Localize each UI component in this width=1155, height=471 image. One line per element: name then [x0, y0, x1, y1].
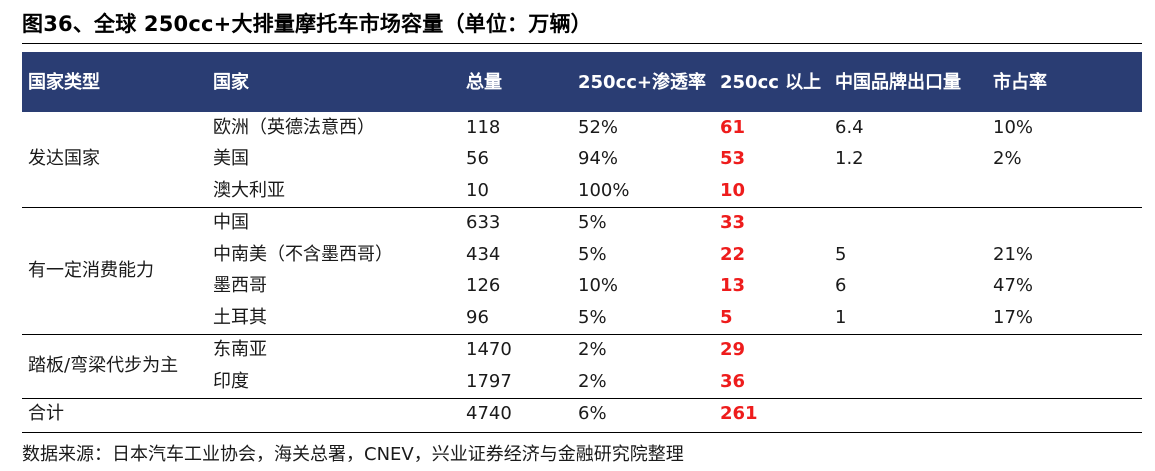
share-cell — [987, 206, 1142, 239]
total-cell: 118 — [466, 116, 501, 138]
share-cell — [987, 175, 1142, 207]
country-cell: 欧洲（英德法意西） — [213, 116, 375, 138]
china-export-cell: 1.2 — [835, 148, 864, 170]
table-row: 中南美（不含墨西哥） 434 5% 22 5 21% — [22, 239, 1142, 271]
table-row: 土耳其 96 5% 5 1 17% — [22, 302, 1142, 334]
over250-cell: 13 — [720, 275, 746, 297]
group-type-cell: 有一定消费能力 — [22, 206, 207, 334]
over250-cell: 36 — [720, 370, 746, 392]
penetration-cell: 2% — [578, 370, 607, 392]
china-export-cell — [829, 206, 987, 239]
china-export-cell: 5 — [835, 243, 847, 265]
penetration-cell: 10% — [578, 275, 619, 297]
group-type-cell: 踏板/弯梁代步为主 — [22, 333, 207, 398]
over250-cell: 33 — [714, 206, 829, 239]
share-cell — [987, 397, 1142, 430]
country-cell: 土耳其 — [213, 306, 267, 328]
over250-cell: 22 — [720, 243, 746, 265]
total-cell: 96 — [466, 306, 489, 328]
country-cell: 中南美（不含墨西哥） — [213, 243, 393, 265]
top-rule — [22, 43, 1142, 44]
figure-title: 图36、全球 250cc+大排量摩托车市场容量（单位：万辆） — [22, 12, 592, 36]
share-cell — [987, 333, 1142, 366]
bottom-rule — [22, 432, 1142, 433]
penetration-cell: 5% — [578, 306, 607, 328]
group-type-cell: 发达国家 — [28, 148, 100, 170]
penetration-cell: 100% — [578, 179, 630, 201]
over250-cell: 10 — [720, 179, 746, 201]
table-row: 发达国家 欧洲（英德法意西） 118 52% 61 6.4 10% — [22, 112, 1142, 168]
market-table: 国家类型 国家 总量 250cc+渗透率 250cc 以上 中国品牌出口量 市占… — [22, 52, 1142, 430]
share-cell: 10% — [993, 116, 1034, 138]
table-row: 墨西哥 126 10% 13 6 47% — [22, 271, 1142, 303]
over250-cell: 61 — [720, 116, 746, 138]
country-cell: 东南亚 — [207, 333, 460, 366]
share-cell: 47% — [993, 275, 1034, 297]
share-cell: 2% — [993, 148, 1022, 170]
china-export-cell — [829, 397, 987, 430]
header-cell: 250cc+渗透率 — [578, 71, 706, 93]
country-cell — [207, 397, 460, 430]
country-cell: 美国 — [213, 148, 249, 170]
china-export-cell: 6.4 — [835, 116, 864, 138]
total-cell: 633 — [460, 206, 572, 239]
china-export-cell — [829, 366, 987, 398]
penetration-cell: 6% — [572, 397, 714, 430]
over250-cell: 261 — [714, 397, 829, 430]
total-cell: 1470 — [460, 333, 572, 366]
header-cell: 总量 — [466, 71, 502, 93]
share-cell — [987, 366, 1142, 398]
header-row: 国家类型 国家 总量 250cc+渗透率 250cc 以上 中国品牌出口量 市占… — [22, 52, 1142, 112]
share-cell: 21% — [993, 243, 1034, 265]
penetration-cell: 2% — [572, 333, 714, 366]
header-cell: 国家 — [213, 71, 249, 93]
over250-cell: 5 — [720, 306, 733, 328]
table-row: 踏板/弯梁代步为主 东南亚 1470 2% 29 — [22, 333, 1142, 398]
total-cell: 10 — [466, 179, 489, 201]
share-cell: 17% — [993, 306, 1034, 328]
penetration-cell: 52% — [578, 116, 619, 138]
source-note: 数据来源：日本汽车工业协会，海关总署，CNEV，兴业证券经济与金融研究院整理 — [22, 444, 684, 465]
country-cell: 澳大利亚 — [213, 179, 285, 201]
country-cell: 中国 — [207, 206, 460, 239]
total-cell: 126 — [466, 275, 501, 297]
total-cell: 434 — [466, 243, 501, 265]
total-cell: 1797 — [466, 370, 512, 392]
over250-cell: 53 — [720, 148, 746, 170]
china-export-cell: 6 — [835, 275, 847, 297]
total-label-cell: 合计 — [22, 397, 207, 430]
country-cell: 印度 — [213, 370, 249, 392]
china-export-cell: 1 — [835, 306, 847, 328]
header-cell: 市占率 — [993, 71, 1047, 93]
china-export-cell — [829, 175, 987, 207]
total-cell: 4740 — [460, 397, 572, 430]
total-row: 合计 4740 6% 261 — [22, 397, 1142, 430]
table-row: 澳大利亚 10 100% 10 — [22, 175, 1142, 207]
penetration-cell: 94% — [578, 148, 619, 170]
table-row: 美国 56 94% 53 1.2 2% — [22, 144, 1142, 176]
china-export-cell — [829, 333, 987, 366]
header-cell: 中国品牌出口量 — [835, 71, 961, 93]
header-cell: 国家类型 — [28, 71, 100, 93]
penetration-cell: 5% — [572, 206, 714, 239]
table-row: 有一定消费能力 中国 633 5% 33 — [22, 206, 1142, 334]
table-row: 印度 1797 2% 36 — [22, 366, 1142, 398]
country-cell: 墨西哥 — [213, 275, 267, 297]
penetration-cell: 5% — [578, 243, 607, 265]
header-cell: 250cc 以上 — [720, 71, 822, 93]
total-cell: 56 — [466, 148, 489, 170]
over250-cell: 29 — [714, 333, 829, 366]
